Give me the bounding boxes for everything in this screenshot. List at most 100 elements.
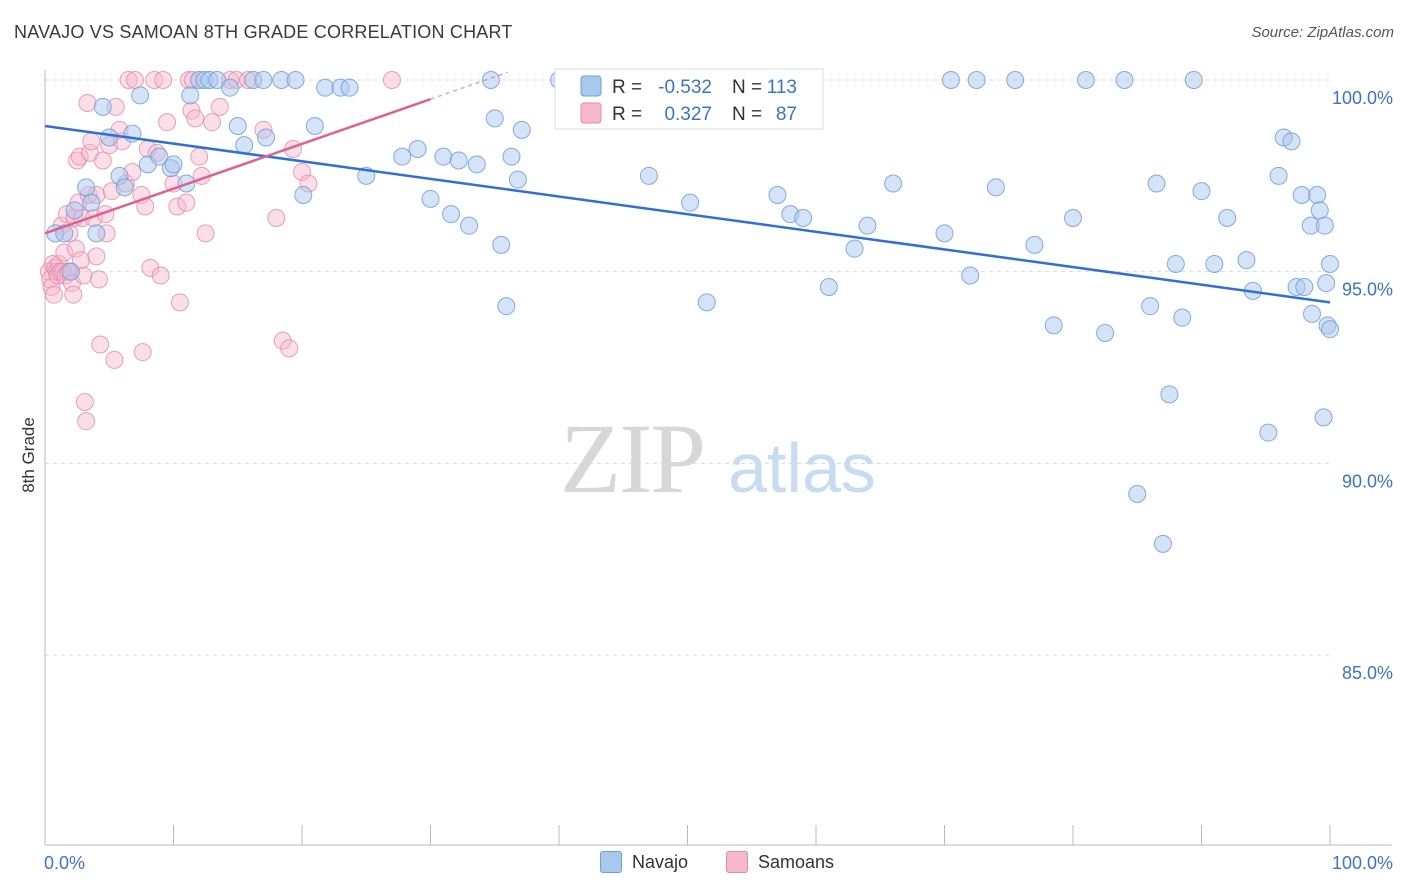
samoan-point (196, 224, 215, 243)
samoan-point (66, 239, 85, 258)
samoan-point (105, 350, 124, 369)
navajo-point (1096, 324, 1115, 342)
navajo-point (449, 151, 468, 170)
navajo-point (1115, 71, 1134, 89)
legend-swatch-navajo (600, 851, 622, 873)
samoan-point (177, 193, 196, 212)
x-tick-label: 0.0% (44, 853, 85, 873)
navajo-point (1064, 209, 1082, 227)
navajo-point (1160, 385, 1179, 404)
samoan-point (78, 94, 97, 112)
navajo-point (961, 266, 980, 285)
watermark: ZIP atlas (560, 403, 876, 514)
navajo-point (485, 109, 504, 128)
navajo-point (434, 147, 453, 166)
samoan-point (133, 343, 152, 362)
y-axis-label: 8th Grade (19, 417, 38, 493)
chart-title: NAVAJO VS SAMOAN 8TH GRADE CORRELATION C… (14, 22, 513, 42)
navajo-point (697, 293, 716, 312)
navajo-point (286, 71, 305, 89)
samoan-point (125, 71, 144, 89)
samoan-point (170, 293, 189, 312)
navajo-point (1317, 274, 1336, 293)
navajo-point (935, 224, 954, 243)
navajo-point (492, 235, 511, 254)
navajo-r-label: R = (612, 77, 642, 98)
navajo-point (1205, 255, 1224, 273)
navajo-point (1025, 235, 1044, 254)
samoan-point (70, 147, 89, 166)
samoan-point (119, 71, 138, 89)
samoan-point (154, 71, 173, 89)
samoan-r-value: 0.327 (664, 104, 712, 125)
source-credit: Source: ZipAtlas.com (1251, 24, 1394, 41)
navajo-point (512, 120, 531, 139)
navajo-point (1314, 408, 1333, 427)
navajo-point (1308, 186, 1327, 204)
navajo-point (1321, 255, 1339, 273)
samoan-point (273, 331, 292, 350)
samoan-point (89, 270, 108, 289)
samoan-point (71, 251, 90, 270)
legend-swatch-samoans (726, 851, 748, 873)
samoan-point (64, 285, 83, 304)
navajo-point (131, 86, 150, 105)
navajo-point (1315, 216, 1334, 235)
navajo-point (164, 155, 183, 174)
samoan-point (75, 393, 94, 411)
navajo-n-label: N = (732, 77, 762, 98)
samoan-point (91, 335, 110, 354)
navajo-swatch (580, 75, 602, 97)
samoan-point (210, 97, 229, 116)
navajo-point (65, 201, 84, 220)
samoan-trend-line (44, 97, 431, 235)
y-tick-label: 100.0% (1332, 88, 1393, 108)
navajo-r-value: -0.532 (658, 77, 712, 98)
navajo-point (316, 78, 335, 97)
navajo-point (115, 178, 134, 197)
navajo-point (639, 166, 658, 185)
samoan-point (190, 147, 209, 166)
samoan-point (55, 243, 74, 262)
samoan-point (151, 266, 170, 285)
navajo-point (100, 128, 119, 147)
navajo-point (421, 189, 440, 208)
navajo-point (1295, 278, 1314, 296)
navajo-point (681, 193, 700, 212)
axis-layer (44, 70, 1392, 846)
samoan-point (382, 71, 401, 89)
samoan-swatch (580, 102, 602, 124)
navajo-point (819, 278, 838, 296)
navajo-point (77, 178, 96, 197)
navajo-point (502, 147, 521, 166)
navajo-point (1076, 71, 1095, 89)
navajo-point (1237, 251, 1256, 270)
samoan-point (280, 339, 299, 358)
series-legend: Navajo Samoans (0, 851, 1406, 877)
navajo-point (481, 71, 500, 89)
navajo-trend-line (44, 124, 1331, 304)
legend-item-navajo[interactable]: Navajo (600, 851, 688, 873)
navajo-point (858, 216, 877, 235)
navajo-point (508, 170, 527, 189)
navajo-point (460, 216, 479, 235)
navajo-point (884, 174, 903, 193)
navajo-point (442, 205, 461, 224)
navajo-point (845, 239, 864, 258)
navajo-point (1044, 316, 1063, 335)
navajo-point (87, 224, 106, 243)
samoan-point (77, 412, 96, 431)
navajo-point (1292, 186, 1311, 204)
samoan-point (141, 258, 160, 277)
navajo-point (93, 97, 112, 116)
navajo-point (150, 147, 169, 166)
navajo-point (497, 297, 516, 316)
samoan-point (82, 132, 101, 151)
navajo-point (986, 178, 1005, 197)
samoan-point (186, 109, 205, 128)
navajo-point (1192, 182, 1211, 201)
navajo-point (305, 117, 324, 135)
legend-item-samoans[interactable]: Samoans (726, 851, 834, 873)
samoan-r-label: R = (612, 104, 642, 125)
y-tick-label: 90.0% (1342, 471, 1393, 491)
